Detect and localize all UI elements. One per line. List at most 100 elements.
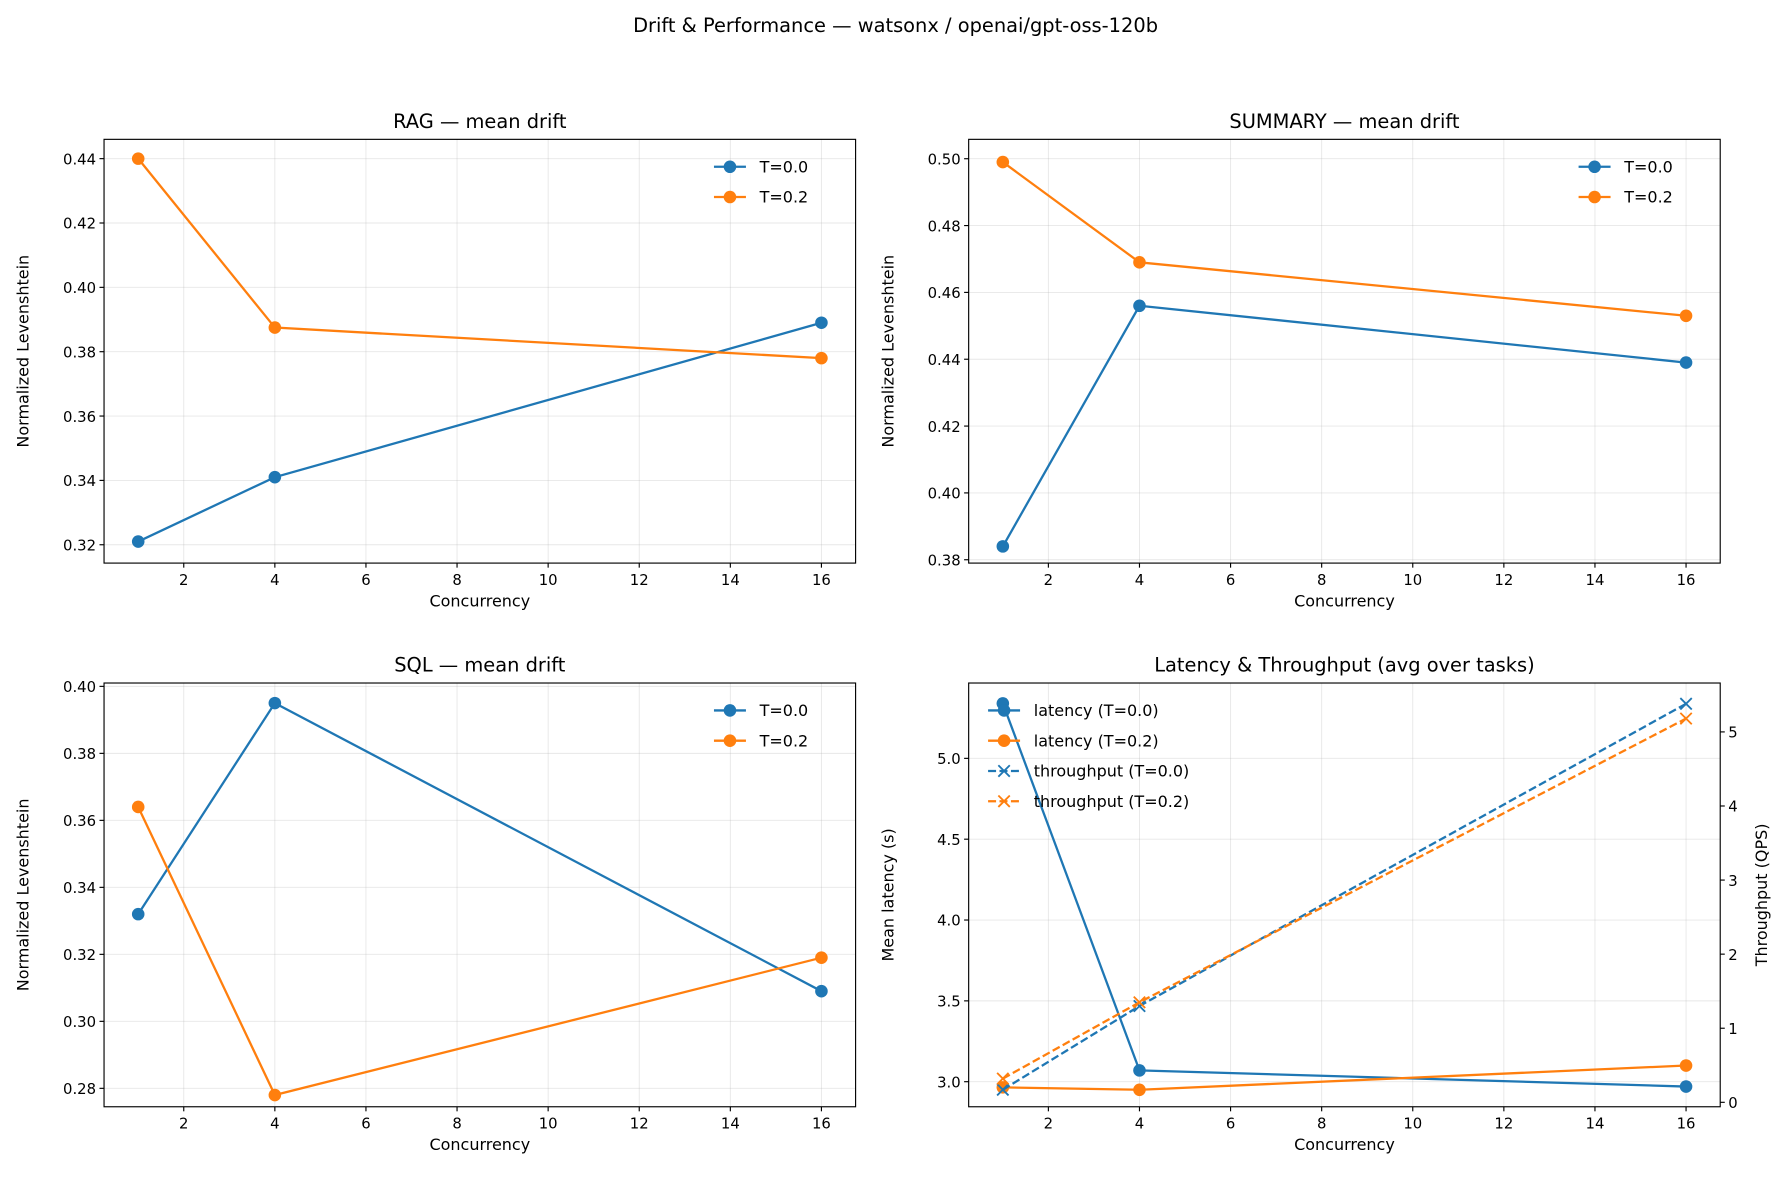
y-tick-label: 0.38 (63, 344, 96, 361)
axes-frame (968, 138, 1721, 564)
y-axis-label: Normalized Levenshtein (14, 799, 33, 992)
x-tick-label: 12 (630, 572, 649, 589)
data-point (996, 1081, 1010, 1094)
x-tick-label: 16 (812, 572, 831, 589)
x-axis-label: Concurrency (429, 1135, 530, 1154)
data-point (268, 1088, 282, 1102)
subplot-title: RAG — mean drift (393, 110, 567, 133)
x-tick-label: 12 (1494, 572, 1513, 589)
legend-label: throughput (T=0.0) (1034, 762, 1189, 781)
subplot-2: 2 4 6 8 10 12 14 16 0.28 0.30 0.32 0.34 0.36 0.38 0.40… (14, 654, 857, 1154)
y-tick-label: 4.5 (937, 832, 961, 849)
legend: T=0.0 T=0.2 (713, 701, 809, 750)
y-right-tick-label: 4 (1728, 799, 1737, 816)
data-point (1133, 1083, 1146, 1097)
data-point (1679, 712, 1693, 725)
subplot-title: SUMMARY — mean drift (1229, 110, 1460, 133)
y-tick-label: 5.0 (937, 751, 961, 768)
data-point (268, 696, 282, 710)
x-tick-label: 8 (452, 1115, 461, 1132)
series-1 (131, 800, 828, 1102)
x-tick-label: 6 (361, 572, 370, 589)
y-axis-label: Normalized Levenshtein (878, 255, 897, 448)
series-3 (996, 712, 1693, 1085)
y-right-tick-label: 3 (1728, 873, 1737, 890)
data-point (723, 160, 737, 174)
legend-label: T=0.0 (759, 157, 809, 176)
axes-frame (103, 138, 857, 564)
y-tick-label: 0.48 (928, 218, 961, 235)
y-tick-label: 0.36 (63, 409, 96, 426)
legend: T=0.0 T=0.2 (1578, 157, 1673, 207)
y-tick-label: 3.5 (937, 994, 961, 1011)
x-tick-label: 14 (721, 572, 740, 589)
x-tick-label: 14 (1586, 1115, 1605, 1132)
y-tick-label: 0.44 (928, 352, 961, 369)
series-1 (996, 1059, 1693, 1097)
axes-frame (103, 682, 857, 1108)
series-2 (996, 697, 1693, 1097)
x-axis-label: Concurrency (1294, 591, 1395, 610)
y-tick-label: 0.38 (63, 746, 96, 763)
x-tick-label: 2 (179, 1115, 188, 1132)
series-1 (996, 155, 1693, 323)
x-axis-label: Concurrency (429, 591, 530, 610)
y-tick-label: 3.0 (937, 1074, 961, 1091)
y-tick-label: 0.34 (63, 880, 96, 897)
data-point (131, 152, 145, 165)
x-axis-label: Concurrency (1294, 1135, 1395, 1154)
data-point (996, 1072, 1010, 1085)
data-point (723, 704, 737, 717)
x-tick-label: 10 (539, 572, 558, 589)
y-tick-label: 4.0 (937, 913, 961, 930)
y-tick-label: 0.46 (928, 285, 961, 302)
series-0 (996, 299, 1693, 553)
x-tick-label: 14 (1586, 572, 1605, 589)
y-tick-label: 0.40 (63, 280, 96, 297)
y-tick-label: 0.50 (928, 151, 961, 168)
y-right-tick-label: 5 (1728, 725, 1737, 742)
data-point (815, 316, 828, 330)
data-point (131, 907, 145, 921)
x-tick-label: 4 (270, 1115, 279, 1132)
y-axis-label: Normalized Levenshtein (14, 255, 33, 448)
data-point (131, 800, 145, 814)
y-tick-label: 0.28 (63, 1081, 96, 1098)
data-point (815, 351, 828, 365)
x-tick-label: 10 (1403, 572, 1422, 589)
x-tick-label: 2 (179, 572, 188, 589)
x-tick-label: 14 (721, 1115, 740, 1132)
legend-label: T=0.2 (759, 731, 809, 750)
data-point (996, 1083, 1010, 1097)
data-point (997, 704, 1011, 717)
series-line (137, 321, 822, 543)
data-point (996, 155, 1010, 169)
x-tick-label: 10 (1403, 1115, 1422, 1132)
legend-label: latency (T=0.0) (1034, 701, 1159, 720)
x-tick-label: 16 (1677, 1115, 1696, 1132)
subplot-3: 2 4 6 8 10 12 14 163.03.54.04.55.0012345Latency… (878, 654, 1771, 1155)
data-point (723, 190, 737, 204)
y-tick-label: 0.38 (928, 552, 961, 569)
data-point (1133, 256, 1146, 269)
x-tick-label: 6 (1226, 1115, 1235, 1132)
data-point (1679, 309, 1693, 323)
subplot-0: 2 4 6 8 10 12 14 16 0.32 0.34 0.36 0.38 0.40 0.42 0.44… (14, 110, 857, 610)
legend-label: T=0.0 (1623, 157, 1673, 176)
y-tick-label: 0.42 (63, 216, 96, 233)
legend-label: T=0.2 (1623, 188, 1673, 207)
legend-label: throughput (T=0.2) (1034, 792, 1189, 811)
series-line (137, 157, 822, 360)
y-tick-label: 0.42 (928, 419, 961, 436)
data-point (1133, 1064, 1146, 1077)
x-tick-label: 4 (1135, 1115, 1144, 1132)
y-right-tick-label: 1 (1728, 1021, 1737, 1038)
subplot-title: Latency & Throughput (avg over tasks) (1154, 654, 1534, 677)
data-point (268, 470, 282, 484)
series-0 (996, 697, 1693, 1093)
series-line (1002, 1064, 1687, 1091)
subplot-title: SQL — mean drift (394, 654, 566, 677)
series-1 (131, 152, 828, 365)
y-tick-label: 0.36 (63, 813, 96, 830)
